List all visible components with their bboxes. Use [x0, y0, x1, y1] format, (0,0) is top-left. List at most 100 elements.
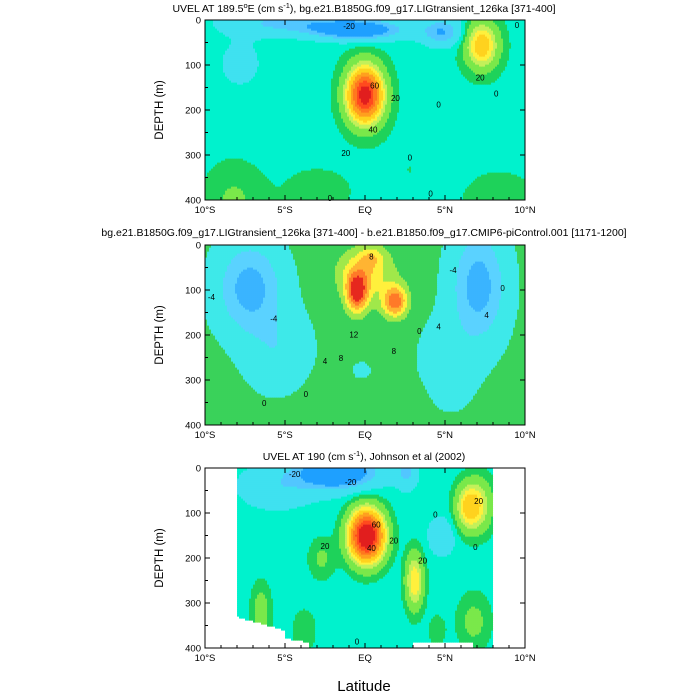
field-cell	[523, 198, 525, 200]
field-cell	[379, 196, 382, 199]
field-cell	[283, 184, 286, 187]
field-cell	[461, 198, 464, 200]
field-cell	[413, 194, 416, 197]
field-cell	[399, 178, 402, 181]
field-cell	[223, 196, 226, 199]
field-cell	[413, 186, 416, 189]
field-cell	[421, 192, 424, 195]
field-cell	[217, 188, 220, 191]
field-cell	[343, 194, 346, 197]
field-cell	[273, 192, 276, 195]
field-cell	[383, 192, 386, 195]
field-cell	[243, 196, 246, 199]
field-cell	[489, 188, 492, 191]
field-cell	[487, 186, 490, 189]
field-cell	[385, 178, 388, 181]
field-cell	[453, 190, 456, 193]
field-cell	[211, 186, 214, 189]
field-cell	[261, 196, 264, 199]
field-cell	[237, 188, 240, 191]
field-cell	[291, 188, 294, 191]
field-cell	[301, 186, 304, 189]
field-cell	[407, 192, 410, 195]
field-cell	[469, 184, 472, 187]
field-cell	[225, 194, 228, 197]
field-cell	[225, 198, 228, 200]
field-cell	[253, 188, 256, 191]
field-cell	[473, 190, 476, 193]
field-cell	[517, 182, 520, 185]
field-cell	[279, 198, 282, 200]
field-cell	[469, 192, 472, 195]
field-cell	[489, 190, 492, 193]
field-cell	[383, 198, 386, 200]
field-cell	[509, 192, 512, 195]
field-cell	[409, 194, 412, 197]
field-cell	[457, 178, 460, 181]
field-cell	[349, 190, 352, 193]
field-cell	[473, 180, 476, 183]
field-cell	[235, 186, 238, 189]
field-cell	[225, 190, 228, 193]
field-cell	[473, 184, 476, 187]
field-cell	[221, 194, 224, 197]
field-cell	[453, 192, 456, 195]
field-cell	[433, 198, 436, 200]
field-cell	[237, 198, 240, 200]
field-cell	[483, 192, 486, 195]
field-cell	[341, 178, 344, 181]
field-cell	[227, 178, 230, 181]
field-cell	[315, 190, 318, 193]
field-cell	[381, 184, 384, 187]
field-cell	[439, 190, 442, 193]
field-cell	[353, 186, 356, 189]
field-cell	[309, 188, 312, 191]
field-cell	[261, 182, 264, 185]
field-cell	[505, 184, 508, 187]
field-cell	[249, 184, 252, 187]
field-cell	[457, 186, 460, 189]
field-cell	[289, 186, 292, 189]
field-cell	[215, 198, 218, 200]
field-cell	[353, 190, 356, 193]
field-cell	[453, 196, 456, 199]
field-cell	[339, 178, 342, 181]
field-cell	[233, 192, 236, 195]
field-cell	[347, 184, 350, 187]
field-cell	[417, 186, 420, 189]
field-cell	[299, 190, 302, 193]
field-cell	[473, 186, 476, 189]
field-cell	[217, 192, 220, 195]
field-cell	[279, 178, 282, 181]
field-cell	[323, 178, 326, 181]
field-cell	[209, 188, 212, 191]
field-cell	[223, 186, 226, 189]
field-cell	[523, 184, 525, 187]
field-cell	[427, 178, 430, 181]
field-cell	[241, 192, 244, 195]
field-cell	[295, 176, 298, 179]
field-cell	[513, 186, 516, 189]
field-cell	[365, 180, 368, 183]
field-cell	[419, 186, 422, 189]
field-cell	[239, 178, 242, 181]
field-cell	[417, 184, 420, 187]
field-cell	[517, 188, 520, 191]
field-cell	[475, 198, 478, 200]
field-cell	[247, 192, 250, 195]
field-cell	[339, 184, 342, 187]
field-cell	[357, 188, 360, 191]
field-cell	[231, 190, 234, 193]
field-cell	[279, 192, 282, 195]
field-cell	[291, 182, 294, 185]
field-cell	[381, 194, 384, 197]
field-cell	[431, 188, 434, 191]
field-cell	[283, 176, 286, 179]
field-cell	[369, 180, 372, 183]
field-cell	[223, 192, 226, 195]
field-cell	[307, 180, 310, 183]
field-cell	[507, 178, 510, 181]
field-cell	[251, 186, 254, 189]
field-cell	[405, 194, 408, 197]
field-cell	[483, 194, 486, 197]
